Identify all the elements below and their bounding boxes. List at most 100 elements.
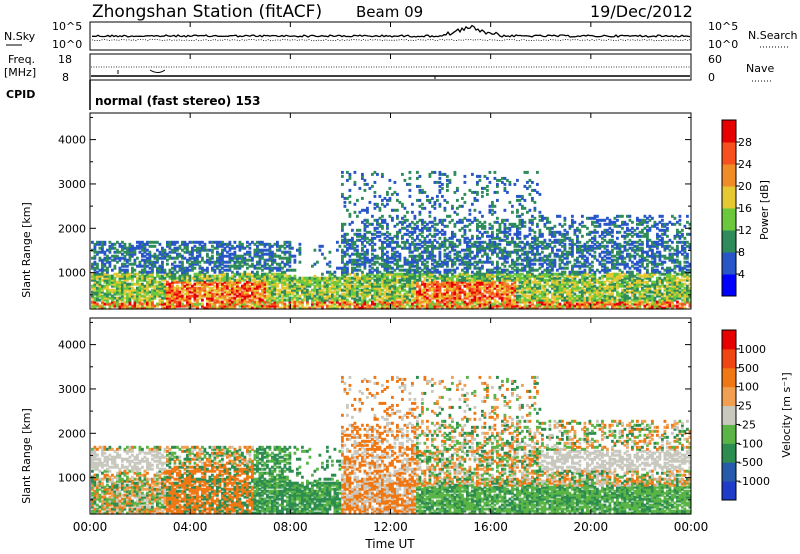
- heatmap-cell: [473, 198, 477, 202]
- heatmap-cell: [471, 304, 474, 308]
- heatmap-cell: [391, 304, 394, 308]
- heatmap-cell: [161, 284, 164, 288]
- heatmap-cell: [423, 220, 427, 224]
- heatmap-cell: [526, 286, 529, 290]
- heatmap-cell: [378, 208, 382, 212]
- heatmap-cell: [116, 280, 119, 284]
- heatmap-cell: [548, 278, 552, 282]
- heatmap-cell: [468, 238, 472, 242]
- heatmap-cell: [313, 262, 317, 266]
- heatmap-cell: [468, 258, 472, 262]
- heatmap-cell: [451, 258, 454, 262]
- heatmap-cell: [483, 302, 487, 306]
- heatmap-cell: [401, 204, 404, 208]
- heatmap-cell: [166, 242, 169, 246]
- heatmap-cell: [208, 278, 212, 282]
- heatmap-cell: [533, 304, 537, 308]
- heatmap-cell: [481, 232, 484, 236]
- heatmap-cell: [371, 246, 374, 250]
- heatmap-cell: [513, 242, 517, 246]
- heatmap-cell: [373, 194, 377, 198]
- heatmap-cell: [146, 252, 149, 256]
- heatmap-cell: [431, 294, 434, 298]
- heatmap-cell: [368, 298, 372, 302]
- heatmap-cell: [163, 272, 167, 276]
- heatmap-cell: [206, 252, 209, 256]
- heatmap-cell: [143, 292, 147, 296]
- heatmap-cell: [168, 302, 172, 306]
- heatmap-cell: [496, 244, 499, 248]
- heatmap-cell: [153, 256, 157, 260]
- heatmap-cell: [413, 304, 417, 308]
- heatmap-cell: [468, 292, 472, 296]
- heatmap-cell: [408, 234, 412, 238]
- heatmap-cell: [288, 250, 292, 254]
- heatmap-cell: [158, 288, 162, 292]
- heatmap-cell: [258, 300, 262, 304]
- heatmap-cell: [143, 254, 147, 258]
- heatmap-cell: [303, 286, 307, 290]
- heatmap-cell: [566, 278, 569, 282]
- heatmap-cell: [516, 274, 519, 278]
- heatmap-cell: [421, 268, 424, 272]
- heatmap-cell: [476, 260, 479, 264]
- heatmap-cell: [398, 294, 402, 298]
- heatmap-cell: [218, 270, 222, 274]
- heatmap-cell: [241, 258, 244, 262]
- heatmap-cell: [401, 284, 404, 288]
- heatmap-cell: [98, 240, 102, 244]
- heatmap-cell: [363, 260, 367, 264]
- heatmap-cell: [216, 286, 219, 290]
- heatmap-cell: [238, 280, 242, 284]
- heatmap-cell: [213, 262, 217, 266]
- heatmap-cell: [453, 286, 457, 290]
- heatmap-cell: [498, 294, 502, 298]
- heatmap-cell: [543, 238, 547, 242]
- heatmap-cell: [283, 306, 287, 310]
- heatmap-cell: [323, 298, 327, 302]
- heatmap-cell: [381, 296, 384, 300]
- heatmap-cell: [318, 298, 322, 302]
- heatmap-cell: [446, 238, 449, 242]
- heatmap-cell: [426, 246, 429, 250]
- heatmap-cell: [551, 300, 554, 304]
- heatmap-cell: [171, 242, 174, 246]
- heatmap-cell: [393, 304, 397, 308]
- heatmap-cell: [238, 244, 242, 248]
- heatmap-cell: [411, 264, 414, 268]
- heatmap-cell: [546, 218, 549, 222]
- heatmap-cell: [388, 290, 392, 294]
- heatmap-cell: [521, 306, 524, 310]
- heatmap-cell: [298, 288, 302, 292]
- heatmap-cell: [408, 282, 412, 286]
- heatmap-cell: [531, 248, 534, 252]
- heatmap-cell: [561, 280, 564, 284]
- heatmap-cell: [313, 290, 317, 294]
- heatmap-cell: [161, 288, 164, 292]
- heatmap-cell: [96, 292, 99, 296]
- heatmap-cell: [246, 262, 249, 266]
- heatmap-cell: [283, 294, 287, 298]
- heatmap-cell: [488, 242, 492, 246]
- heatmap-cell: [456, 198, 459, 202]
- heatmap-cell: [491, 234, 494, 238]
- heatmap-cell: [233, 256, 237, 260]
- heatmap-cell: [296, 248, 299, 252]
- heatmap-cell: [136, 304, 139, 308]
- heatmap-cell: [263, 302, 267, 306]
- heatmap-cell: [483, 304, 487, 308]
- heatmap-cell: [363, 300, 367, 304]
- heatmap-cell: [433, 276, 437, 280]
- heatmap-cell: [373, 262, 377, 266]
- heatmap-cell: [398, 302, 402, 306]
- heatmap-cell: [188, 274, 192, 278]
- heatmap-cell: [138, 282, 142, 286]
- heatmap-cell: [133, 248, 137, 252]
- heatmap-cell: [133, 262, 137, 266]
- heatmap-cell: [428, 232, 432, 236]
- heatmap-cell: [463, 256, 467, 260]
- heatmap-cell: [556, 298, 559, 302]
- heatmap-cell: [468, 300, 472, 304]
- heatmap-cell: [291, 288, 294, 292]
- heatmap-cell: [493, 292, 497, 296]
